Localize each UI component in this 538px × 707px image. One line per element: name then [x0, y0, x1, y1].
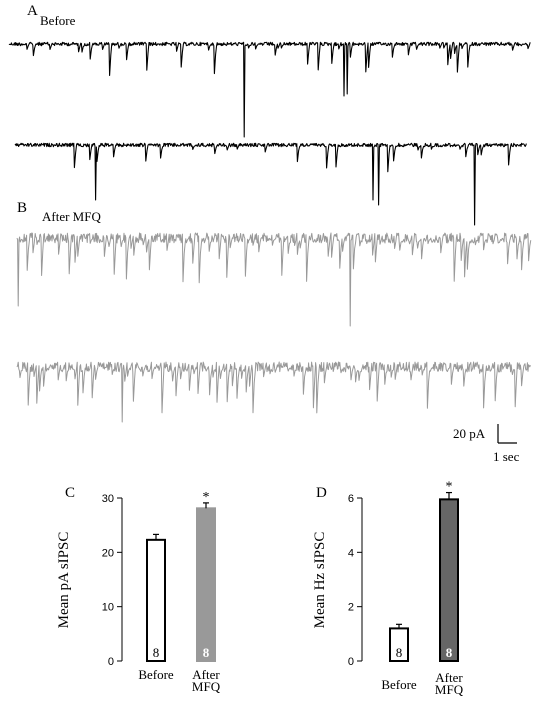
- trace-before-1: [8, 41, 531, 138]
- chart-c-n-label: 8: [203, 645, 210, 660]
- scale-bar-current-label: 20 pA: [453, 426, 486, 441]
- chart-d-ytick-label: 2: [348, 602, 354, 614]
- chart-c-bar: [196, 507, 216, 662]
- panel-d-letter: D: [316, 485, 327, 501]
- scale-bar-time-label: 1 sec: [493, 449, 520, 464]
- panel-a-letter: A: [27, 3, 38, 19]
- chart-d-significance-star: *: [446, 480, 453, 495]
- chart-d-n-label: 8: [446, 645, 453, 660]
- chart-c-n-label: 8: [153, 645, 160, 660]
- chart-c-category-label: After: [192, 667, 220, 682]
- chart-c-significance-star: *: [203, 490, 210, 505]
- chart-c-category-label: MFQ: [192, 679, 221, 694]
- trace-after-2: [16, 361, 531, 423]
- chart-d-category-label: Before: [381, 677, 417, 692]
- panel-b-letter: B: [17, 200, 28, 216]
- chart-d-n-label: 8: [396, 645, 403, 660]
- chart-d-ytick-label: 0: [348, 656, 354, 668]
- chart-d-category-label: After: [435, 670, 463, 685]
- panel-c-letter: C: [65, 485, 76, 501]
- chart-c-category-label: Before: [138, 667, 174, 682]
- panel-a-title: Before: [40, 13, 76, 28]
- chart-c-ylabel: Mean pA sIPSC: [56, 532, 72, 629]
- chart-c-ytick-label: 20: [102, 547, 114, 559]
- panel-b-title: After MFQ: [42, 209, 101, 224]
- chart-c-ytick-label: 30: [102, 493, 114, 505]
- chart-c-ytick-label: 10: [102, 602, 114, 614]
- chart-c-ytick-label: 0: [108, 656, 114, 668]
- chart-d-ytick-label: 6: [348, 493, 354, 505]
- chart-c-bar: [146, 538, 166, 662]
- chart-d-ylabel: Mean Hz sIPSC: [312, 532, 328, 629]
- chart-d-ytick-label: 4: [348, 547, 354, 559]
- chart-d-bar: [439, 498, 459, 662]
- chart-d-category-label: MFQ: [435, 682, 464, 697]
- trace-before-2: [14, 142, 527, 226]
- trace-after-1: [16, 232, 532, 327]
